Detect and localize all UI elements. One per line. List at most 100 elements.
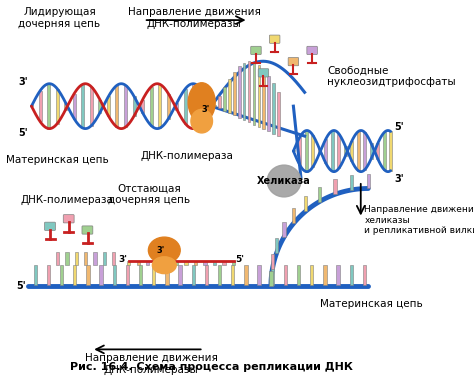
Bar [299, 137, 301, 165]
Bar [350, 141, 353, 161]
Bar [257, 64, 260, 127]
Bar [175, 103, 178, 109]
Text: 3': 3' [201, 106, 210, 114]
Bar [331, 131, 334, 171]
Bar [191, 265, 195, 285]
Bar [324, 139, 328, 163]
Bar [150, 87, 153, 126]
Bar [165, 261, 169, 265]
Bar [73, 265, 76, 285]
Bar [126, 265, 129, 285]
Bar [363, 133, 366, 170]
Bar [305, 131, 308, 171]
Bar [184, 89, 187, 124]
Bar [86, 265, 90, 285]
Bar [112, 252, 116, 265]
Bar [141, 99, 144, 113]
Bar [73, 93, 76, 119]
Bar [218, 265, 221, 285]
Bar [292, 208, 295, 223]
Bar [269, 271, 273, 286]
Text: Материнская цепь: Материнская цепь [6, 155, 109, 165]
Bar [357, 131, 360, 171]
Bar [30, 105, 33, 106]
Text: Материнская цепь: Материнская цепь [319, 299, 422, 309]
FancyBboxPatch shape [258, 69, 269, 77]
Bar [267, 75, 270, 131]
Bar [263, 69, 265, 129]
Bar [370, 144, 373, 158]
Bar [271, 254, 274, 269]
Text: Направление движения
ДНК-полимеразы: Направление движения ДНК-полимеразы [85, 353, 218, 375]
Bar [184, 261, 188, 265]
Text: Рис. 16.4. Схема процесса репликации ДНК: Рис. 16.4. Схема процесса репликации ДНК [70, 362, 353, 372]
Bar [75, 252, 78, 265]
Bar [205, 265, 208, 285]
Bar [56, 252, 59, 265]
Bar [323, 265, 327, 285]
Bar [155, 261, 159, 265]
Bar [297, 265, 301, 285]
Text: 5': 5' [16, 281, 26, 291]
Bar [137, 261, 140, 265]
Bar [152, 265, 155, 285]
FancyBboxPatch shape [307, 46, 317, 54]
Bar [192, 84, 195, 128]
Bar [210, 105, 212, 106]
Bar [146, 261, 149, 265]
Text: 3': 3' [18, 77, 27, 87]
Bar [81, 84, 84, 128]
Text: Хеликаза: Хеликаза [257, 176, 311, 186]
FancyBboxPatch shape [63, 215, 74, 223]
Bar [219, 96, 221, 109]
Bar [201, 91, 204, 122]
Bar [318, 187, 321, 202]
Bar [292, 150, 295, 151]
Text: Направление движения
хеликазы
и репликативной вилки: Направление движения хеликазы и репликат… [365, 205, 474, 235]
Bar [60, 265, 63, 285]
Bar [333, 179, 337, 194]
Bar [175, 261, 178, 265]
Bar [337, 265, 340, 285]
Text: 5': 5' [394, 122, 404, 132]
Bar [277, 92, 280, 136]
Ellipse shape [152, 257, 176, 274]
Bar [213, 261, 216, 265]
Bar [376, 144, 379, 158]
Bar [283, 222, 286, 237]
Bar [165, 265, 169, 285]
Bar [203, 261, 207, 265]
Bar [178, 265, 182, 285]
Ellipse shape [148, 237, 180, 263]
Bar [310, 265, 313, 285]
Bar [223, 87, 226, 111]
Text: 5': 5' [236, 255, 245, 264]
Text: 3': 3' [394, 174, 404, 184]
Bar [139, 265, 142, 285]
Bar [318, 149, 321, 154]
Bar [38, 91, 42, 122]
Bar [167, 93, 170, 119]
Bar [103, 252, 106, 265]
Bar [257, 265, 261, 285]
Text: 3': 3' [118, 255, 127, 264]
Bar [116, 85, 118, 127]
Bar [231, 265, 235, 285]
Bar [64, 103, 67, 109]
Bar [93, 252, 97, 265]
Bar [284, 265, 287, 285]
Bar [112, 265, 116, 285]
Bar [194, 261, 197, 265]
Bar [55, 89, 59, 124]
Bar [228, 79, 231, 113]
Bar [344, 146, 347, 156]
Bar [133, 96, 136, 116]
Bar [127, 261, 130, 265]
Bar [275, 237, 279, 253]
Ellipse shape [267, 165, 301, 197]
Bar [99, 99, 101, 113]
Text: ДНК-полимераза: ДНК-полимераза [140, 151, 233, 161]
Bar [124, 85, 127, 127]
Bar [350, 175, 353, 190]
Bar [271, 265, 274, 285]
